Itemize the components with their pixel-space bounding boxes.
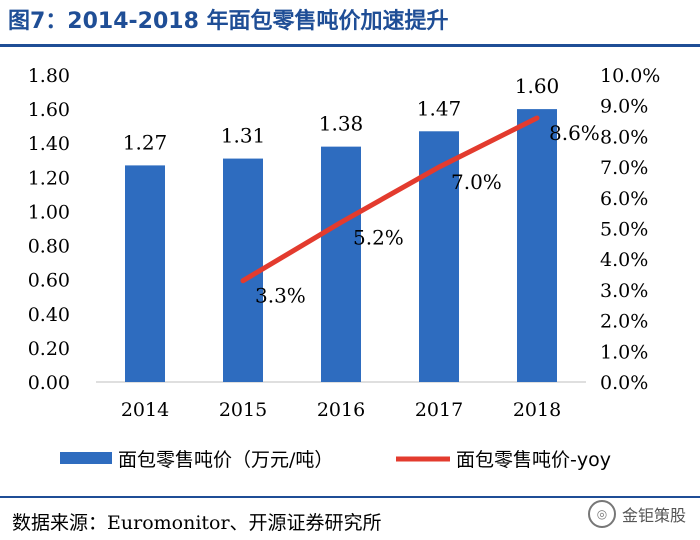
x-axis: 2014 2015 2016 2017 2018 bbox=[121, 399, 561, 421]
x-tick-label: 2016 bbox=[317, 399, 365, 421]
legend-bar-label: 面包零售吨价（万元/吨） bbox=[118, 449, 333, 471]
bar-labels: 1.27 1.31 1.38 1.47 1.60 bbox=[123, 74, 560, 154]
bar-value-label: 1.38 bbox=[319, 112, 364, 136]
line-value-label: 5.2% bbox=[353, 225, 404, 249]
left-axis: 0.00 0.20 0.40 0.60 0.80 1.00 1.20 1.40 1.60 1.80 bbox=[28, 65, 70, 394]
left-tick-label: 1.60 bbox=[28, 99, 70, 121]
bar-value-label: 1.47 bbox=[417, 96, 462, 120]
x-tick-label: 2014 bbox=[121, 399, 169, 421]
right-tick-label: 6.0% bbox=[600, 188, 648, 210]
right-tick-label: 1.0% bbox=[600, 341, 648, 363]
left-tick-label: 0.20 bbox=[28, 338, 70, 360]
bar-value-label: 1.60 bbox=[515, 74, 560, 98]
left-tick-label: 1.00 bbox=[28, 201, 70, 223]
right-tick-label: 3.0% bbox=[600, 280, 648, 302]
line-value-label: 3.3% bbox=[255, 284, 306, 308]
right-tick-label: 0.0% bbox=[600, 372, 648, 394]
legend-bar-swatch bbox=[60, 452, 112, 464]
x-tick-label: 2018 bbox=[513, 399, 561, 421]
line-value-label: 8.6% bbox=[549, 121, 600, 145]
right-tick-label: 4.0% bbox=[600, 249, 648, 271]
wechat-icon: ◎ bbox=[587, 500, 616, 528]
right-tick-label: 9.0% bbox=[600, 96, 648, 118]
yoy-line bbox=[240, 115, 540, 284]
source-divider bbox=[0, 496, 700, 498]
figure-title: 图7：2014-2018 年面包零售吨价加速提升 bbox=[8, 9, 449, 34]
line-value-label: 7.0% bbox=[451, 170, 502, 194]
watermark: ◎ 金钜策股 bbox=[587, 500, 686, 528]
chart: 0.00 0.20 0.40 0.60 0.80 1.00 1.20 1.40 1.60 1.80… bbox=[28, 65, 661, 471]
source-note: 数据来源：Euromonitor、开源证券研究所 bbox=[12, 512, 382, 534]
left-tick-label: 1.40 bbox=[28, 133, 70, 155]
left-tick-label: 0.40 bbox=[28, 304, 70, 326]
right-tick-label: 10.0% bbox=[600, 65, 660, 87]
right-tick-label: 2.0% bbox=[600, 311, 648, 333]
left-tick-label: 1.20 bbox=[28, 167, 70, 189]
bar-value-label: 1.27 bbox=[123, 130, 168, 154]
left-tick-label: 1.80 bbox=[28, 65, 70, 87]
bar bbox=[125, 165, 165, 382]
watermark-text: 金钜策股 bbox=[621, 506, 686, 525]
right-tick-label: 5.0% bbox=[600, 219, 648, 241]
legend: 面包零售吨价（万元/吨） 面包零售吨价-yoy bbox=[60, 449, 611, 471]
bar-series bbox=[125, 109, 557, 382]
right-tick-label: 8.0% bbox=[600, 126, 648, 148]
right-tick-label: 7.0% bbox=[600, 157, 648, 179]
x-tick-label: 2015 bbox=[219, 399, 267, 421]
right-axis: 0.0% 1.0% 2.0% 3.0% 4.0% 5.0% 6.0% 7.0% 8.0% 9.0%… bbox=[600, 65, 660, 394]
legend-line-label: 面包零售吨价-yoy bbox=[456, 449, 611, 471]
left-tick-label: 0.00 bbox=[28, 372, 70, 394]
bar-value-label: 1.31 bbox=[221, 124, 266, 148]
bar bbox=[321, 146, 361, 382]
line-labels: 3.3% 5.2% 7.0% 8.6% bbox=[255, 121, 600, 308]
bar bbox=[517, 109, 557, 382]
left-tick-label: 0.60 bbox=[28, 270, 70, 292]
left-tick-label: 0.80 bbox=[28, 236, 70, 258]
title-divider bbox=[0, 44, 700, 47]
x-tick-label: 2017 bbox=[415, 399, 463, 421]
